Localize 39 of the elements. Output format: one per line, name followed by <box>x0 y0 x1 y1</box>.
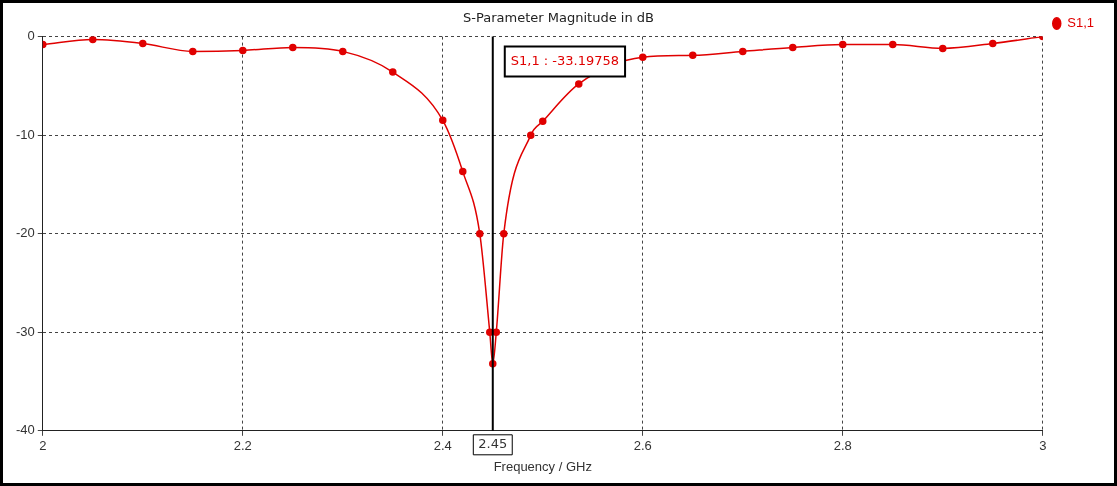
y-tick-label: -10 <box>15 126 35 142</box>
point <box>839 40 847 49</box>
point <box>689 51 697 60</box>
point <box>739 47 747 56</box>
x-tick-label: 2 <box>39 438 47 454</box>
y-tick-label: 0 <box>27 28 35 44</box>
point <box>492 328 501 336</box>
point <box>239 46 247 55</box>
point <box>459 167 467 176</box>
point <box>500 229 508 238</box>
x-axis-title: Frequency / GHz <box>493 458 592 474</box>
point <box>539 117 547 126</box>
point <box>139 39 147 48</box>
point <box>289 43 297 52</box>
point <box>989 39 997 48</box>
chart-title: S-Parameter Magnitude in dB <box>463 10 654 26</box>
legend-label: S1,1 <box>1067 15 1095 31</box>
y-tick-label: -40 <box>15 422 35 438</box>
y-tick-label: -30 <box>15 323 35 339</box>
x-tick-label: 2.2 <box>233 438 252 454</box>
point <box>639 53 647 62</box>
point <box>527 131 535 139</box>
point <box>189 47 197 56</box>
x-tick-label: 2.8 <box>833 438 852 454</box>
point <box>339 47 347 56</box>
y-tick-label: -20 <box>15 225 35 241</box>
point <box>889 40 897 49</box>
x-tick-label: 2.6 <box>633 438 652 454</box>
point <box>389 68 397 76</box>
point <box>789 43 797 52</box>
x-tick-label: 2.4 <box>433 438 452 454</box>
ref-line-label: 2.45 <box>478 436 508 452</box>
annotation: S1,1 : -33.19758 <box>510 52 620 68</box>
point <box>476 229 484 238</box>
point <box>939 44 947 53</box>
point <box>439 116 447 125</box>
point <box>575 80 583 88</box>
point <box>89 36 97 44</box>
x-tick-label: 3 <box>1039 438 1047 454</box>
